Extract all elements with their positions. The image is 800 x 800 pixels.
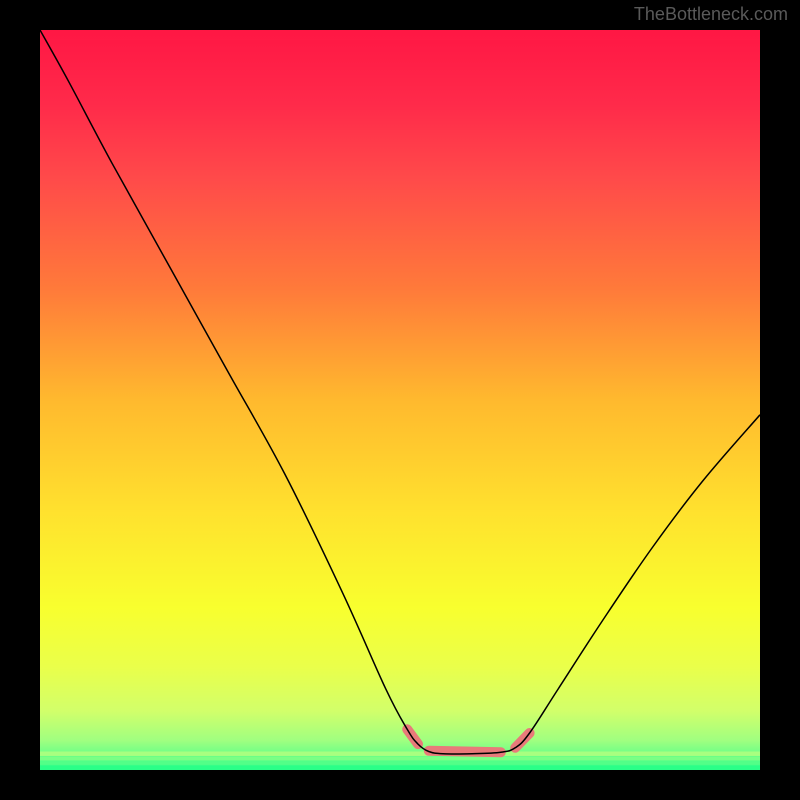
plot-area	[40, 30, 760, 770]
watermark-text: TheBottleneck.com	[634, 4, 788, 25]
bottleneck-curve	[40, 30, 760, 770]
